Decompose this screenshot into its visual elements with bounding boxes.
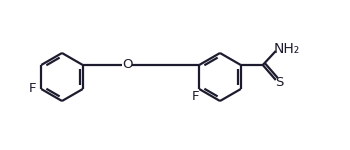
Text: NH₂: NH₂ [274,42,300,56]
Text: S: S [275,75,284,88]
Text: F: F [28,82,36,96]
Text: O: O [122,58,132,72]
Text: F: F [191,90,199,104]
